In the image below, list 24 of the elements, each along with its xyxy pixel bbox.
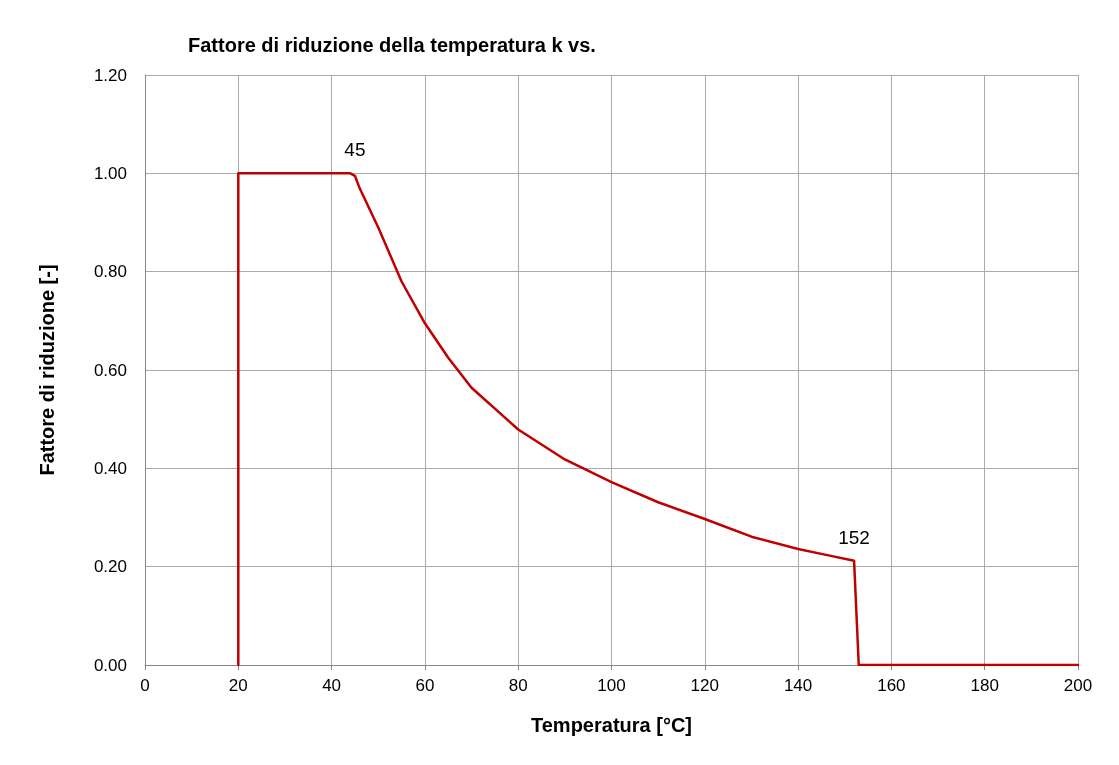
x-tick-label: 20: [228, 676, 248, 695]
x-tick-label: 160: [877, 676, 906, 695]
x-tick-label: 80: [508, 676, 528, 695]
y-tick-label: 1.20: [93, 65, 127, 85]
y-tick-label: 0.60: [93, 360, 127, 380]
line-series: [237, 172, 1080, 667]
x-tick-label: 120: [690, 676, 719, 695]
x-tick-label: 0: [140, 676, 150, 695]
x-tick-label: 200: [1063, 676, 1093, 695]
x-tick-label: 180: [970, 676, 999, 695]
y-tick-label: 0.20: [93, 557, 127, 577]
y-tick-label: 0.80: [93, 262, 127, 282]
y-tick-label: 0.40: [93, 458, 127, 478]
x-tick-label: 140: [783, 676, 813, 695]
y-tick-label: 0.00: [93, 655, 127, 675]
x-axis-title: Temperatura [°C]: [531, 714, 692, 736]
x-tick-label: 60: [415, 676, 435, 695]
annotation: 45: [344, 139, 366, 161]
annotation: 152: [838, 526, 870, 548]
chart-title: Fattore di riduzione della temperatura k vs.: [188, 34, 596, 56]
x-tick-label: 40: [322, 676, 342, 695]
y-axis-title: Fattore di riduzione [-]: [36, 264, 58, 476]
x-tick-label: 100: [597, 676, 626, 695]
y-tick-label: 1.00: [93, 163, 127, 183]
